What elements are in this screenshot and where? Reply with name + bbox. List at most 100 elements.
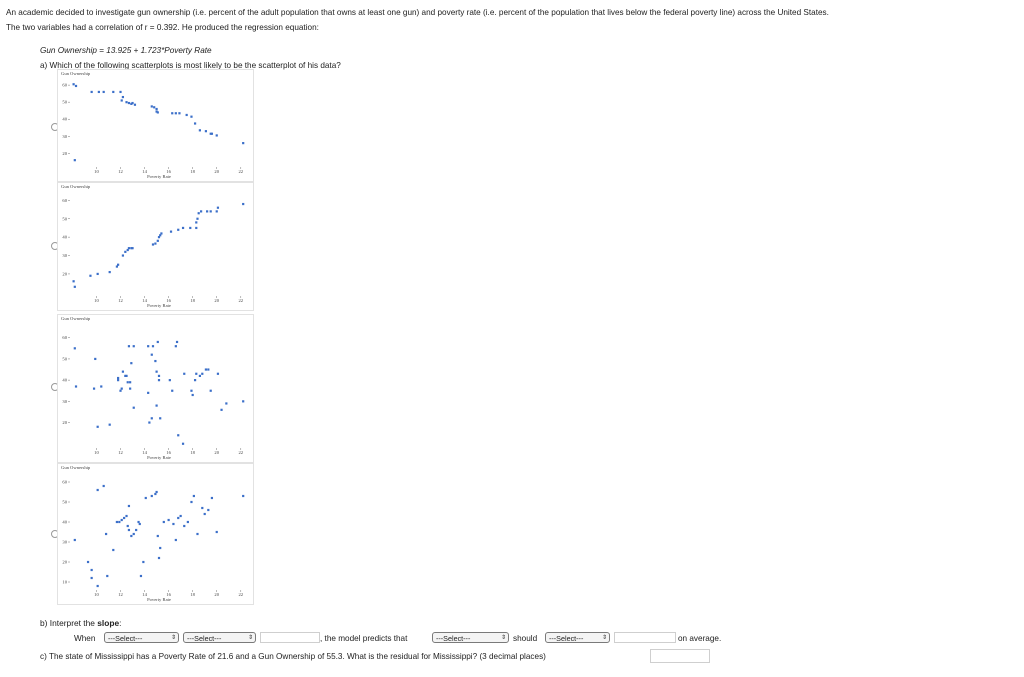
scatter-point xyxy=(97,90,100,94)
x-tick-label: 12 xyxy=(118,169,123,174)
y-tick-label: 40 xyxy=(62,378,67,383)
intro-text-2: The two variables had a correlation of r… xyxy=(6,23,319,32)
scatter-point xyxy=(125,101,128,104)
scatter-point xyxy=(104,532,108,536)
scatter-point xyxy=(151,345,155,348)
x-tick-label: 12 xyxy=(118,298,123,303)
scatter-point xyxy=(156,111,159,114)
y-tick-label: 60 xyxy=(62,83,67,88)
scatter-point xyxy=(131,247,134,250)
scatter-point xyxy=(125,374,128,377)
scatter-point xyxy=(120,99,123,102)
part-b-suffix: : xyxy=(119,618,122,628)
select-dropdown-2[interactable]: ---Select--- ⇕ xyxy=(183,632,256,643)
scatter-point xyxy=(121,370,125,373)
scatter-point xyxy=(139,574,143,578)
scatter-point xyxy=(94,357,97,361)
scatter-point xyxy=(130,362,133,365)
scatter-point xyxy=(130,102,133,105)
x-tick-label: 18 xyxy=(190,592,195,597)
scatter-point xyxy=(155,404,158,407)
scatter-point xyxy=(162,520,165,524)
scatter-point xyxy=(215,134,218,137)
scatter-point xyxy=(150,494,153,498)
scatter-point xyxy=(154,492,157,496)
scatter-point xyxy=(198,374,201,377)
select-dropdown-1[interactable]: ---Select--- ⇕ xyxy=(104,632,179,643)
scatter-point xyxy=(129,381,132,384)
x-tick-label: 16 xyxy=(166,298,171,303)
scatter-point xyxy=(201,506,204,510)
scatter-point xyxy=(183,372,186,375)
select-dropdown-4[interactable]: ---Select--- ⇕ xyxy=(545,632,610,643)
x-tick-label: 16 xyxy=(166,169,171,174)
scatter-point xyxy=(144,496,147,500)
scatter-point xyxy=(151,243,155,246)
y-tick-label: 60 xyxy=(62,335,67,340)
scatter-point xyxy=(74,385,78,388)
scatter-point xyxy=(207,368,210,371)
when-label: When xyxy=(74,634,96,643)
scatter-point xyxy=(196,532,199,536)
part-b-bold: slope xyxy=(97,618,120,628)
scatter-point xyxy=(96,584,99,588)
scatter-point xyxy=(127,247,131,250)
select-3-value: ---Select--- xyxy=(436,634,471,643)
scatter-point xyxy=(117,379,120,382)
y-tick-label: 50 xyxy=(62,100,67,105)
scatter-point xyxy=(108,270,111,274)
scatter-point xyxy=(142,560,145,564)
part-c-prompt: c) The state of Mississippi has a Povert… xyxy=(40,652,546,661)
scatterplot-svg-2: Gun Ownership 20 30 40 50 60 10 12 14 16 18 20 22 Pov… xyxy=(61,184,245,308)
part-b-prefix: b) Interpret the xyxy=(40,618,98,628)
scatter-point xyxy=(168,379,171,382)
scatter-point xyxy=(106,574,109,578)
scatter-point xyxy=(242,142,245,145)
scatter-point xyxy=(193,122,197,125)
scatter-point xyxy=(195,221,198,224)
scatter-point xyxy=(132,532,135,536)
y-axis-title: Gun Ownership xyxy=(61,184,91,189)
y-axis-title: Gun Ownership xyxy=(61,465,91,470)
scatter-point xyxy=(126,381,129,384)
scatter-point xyxy=(193,379,197,382)
scatter-point xyxy=(206,210,209,213)
scatter-point xyxy=(73,159,76,162)
scatter-point xyxy=(156,340,159,344)
select-arrows-icon: ⇕ xyxy=(170,635,176,641)
scatter-point xyxy=(100,385,103,388)
x-axis-title: Poverty Rate xyxy=(147,303,171,308)
x-tick-label: 20 xyxy=(214,169,219,174)
scatter-point xyxy=(150,417,153,420)
model-predicts-label: , the model predicts that xyxy=(320,634,408,643)
scatter-point xyxy=(179,514,182,518)
scatter-point xyxy=(125,514,128,518)
y-tick-label: 20 xyxy=(62,271,67,276)
residual-input[interactable] xyxy=(650,649,710,663)
scatter-point xyxy=(210,496,214,500)
scatter-point xyxy=(154,242,157,245)
x-tick-label: 12 xyxy=(118,450,123,455)
scatter-point xyxy=(159,546,162,550)
scatter-point xyxy=(96,488,99,492)
scatterplot-svg-4: Gun Ownership 10 20 30 40 50 60 10 12 14 16 18 20 22 P… xyxy=(61,465,245,602)
scatter-point xyxy=(174,112,177,115)
scatter-point xyxy=(130,247,133,250)
scatter-point xyxy=(96,425,99,428)
scatter-point xyxy=(73,538,76,542)
scatter-point xyxy=(72,280,75,283)
x-tick-label: 22 xyxy=(238,592,243,597)
scatter-point xyxy=(195,372,198,375)
scatter-point xyxy=(90,568,93,572)
scatter-point xyxy=(169,230,173,233)
blank-field-1 xyxy=(260,632,320,643)
select-dropdown-3[interactable]: ---Select--- ⇕ xyxy=(432,632,509,643)
scatter-point xyxy=(148,421,151,424)
y-tick-label: 30 xyxy=(62,540,67,545)
scatter-point xyxy=(90,576,93,580)
scatter-point xyxy=(186,520,189,524)
scatter-point xyxy=(209,389,212,392)
x-tick-label: 22 xyxy=(238,169,243,174)
scatter-point xyxy=(201,372,204,375)
y-tick-label: 40 xyxy=(62,520,67,525)
